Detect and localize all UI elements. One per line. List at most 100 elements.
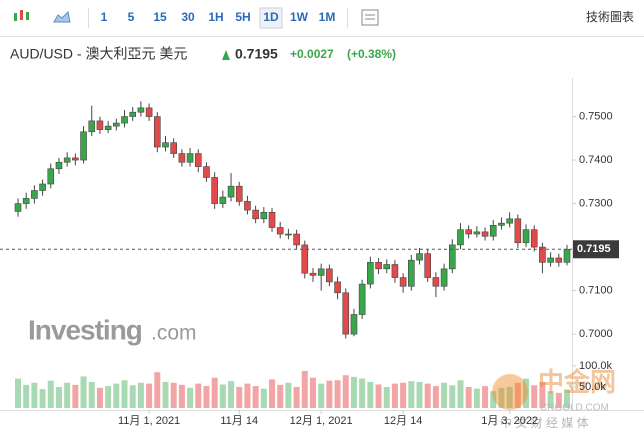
- volume-bar: [424, 383, 431, 408]
- candle-body: [555, 257, 563, 263]
- x-tick-label: 1月 3, 2022: [481, 415, 538, 427]
- candle-body: [391, 264, 399, 278]
- volume-bar: [195, 383, 202, 408]
- candle-body: [498, 222, 505, 226]
- candle-body: [252, 209, 259, 220]
- volume-bar: [154, 372, 161, 408]
- volume-bar: [236, 386, 243, 408]
- interval-button[interactable]: 1H: [208, 10, 223, 24]
- candle-body: [326, 268, 333, 283]
- interval-button[interactable]: 5H: [235, 10, 250, 24]
- cn-name: 中金网: [538, 367, 616, 397]
- candle-body: [408, 259, 415, 287]
- volume-bar: [318, 383, 325, 408]
- y-tick-label: 0.7000: [579, 328, 613, 340]
- candle-body: [170, 142, 177, 154]
- candle-body: [358, 283, 366, 315]
- volume-bar: [228, 381, 235, 408]
- volume-bar: [367, 381, 374, 408]
- logo-suffix: .com: [151, 322, 197, 345]
- volume-bar: [416, 381, 423, 408]
- volume-bar: [564, 389, 570, 408]
- volume-bar: [219, 384, 226, 408]
- volume-bar: [55, 386, 62, 408]
- y-tick-label: 0.7500: [579, 110, 613, 122]
- volume-bar: [391, 383, 398, 408]
- candle-body: [416, 253, 423, 261]
- volume-bar: [457, 380, 464, 408]
- candle-body: [440, 268, 448, 287]
- interval-button[interactable]: 15: [153, 10, 167, 24]
- candle-body: [342, 292, 350, 335]
- volume-bar: [383, 386, 390, 408]
- volume-bar: [350, 376, 357, 408]
- candle-body: [244, 201, 251, 211]
- candle-body: [96, 120, 104, 130]
- area-icon[interactable]: [53, 10, 71, 23]
- candle-body: [309, 272, 317, 276]
- volume-bar: [547, 391, 554, 408]
- interval-button[interactable]: 1: [101, 10, 108, 24]
- candle-body: [563, 248, 571, 263]
- volume-bar: [523, 378, 530, 408]
- x-tick-label: 12月 14: [384, 415, 423, 427]
- active-interval-box: [259, 7, 283, 29]
- y-tick-label: 0.7100: [579, 285, 613, 297]
- volume-bar: [408, 381, 415, 408]
- interval-button[interactable]: 1W: [290, 10, 309, 24]
- candle-body: [268, 211, 276, 228]
- volume-bar: [260, 388, 267, 408]
- interval-button[interactable]: 30: [181, 10, 195, 24]
- volume-bar: [113, 383, 120, 408]
- candle-body: [63, 157, 71, 163]
- candle-body: [432, 277, 440, 287]
- cn-site: CNGOLD.COM: [540, 403, 609, 414]
- cn-tagline: 中 文 财 经 媒 体: [500, 415, 589, 430]
- candle-body: [88, 120, 96, 133]
- volume-bar: [400, 382, 407, 408]
- candle-body: [211, 177, 218, 204]
- last-price-label: 0.7195: [577, 243, 611, 255]
- candle-body: [162, 142, 169, 148]
- volume-bar: [187, 387, 194, 408]
- candle-body: [129, 111, 137, 117]
- candle-body: [55, 161, 63, 170]
- candle-body: [260, 211, 268, 220]
- volume-bar: [23, 384, 30, 408]
- volume-bar: [506, 386, 513, 408]
- change-percent: (+0.38%): [347, 47, 396, 61]
- up-arrow: [222, 50, 230, 60]
- volume-bar: [465, 386, 472, 408]
- candle-body: [153, 116, 161, 148]
- candle-body: [194, 153, 202, 167]
- candle-body: [424, 253, 432, 278]
- volume-bar: [80, 376, 87, 408]
- volume-bar: [301, 370, 308, 408]
- plot: [14, 101, 571, 408]
- volume-bar: [47, 380, 54, 408]
- candle-body: [145, 107, 153, 117]
- candle-body: [522, 229, 530, 244]
- tech-charts-link[interactable]: 技術圖表: [586, 10, 634, 24]
- x-tick-label: 12月 1, 2021: [290, 415, 353, 427]
- candle-body: [375, 262, 382, 270]
- volume-bar: [441, 382, 448, 408]
- interval-button[interactable]: 1D: [263, 10, 279, 24]
- candle-body: [514, 218, 522, 244]
- volume-bar: [170, 382, 177, 408]
- candle-body: [219, 196, 227, 204]
- candle-body: [178, 153, 186, 163]
- table-icon[interactable]: [361, 9, 379, 26]
- interval-button[interactable]: 5: [128, 10, 135, 24]
- volume-bar: [432, 386, 439, 408]
- candle-body: [31, 190, 38, 199]
- interval-button[interactable]: 1M: [319, 10, 336, 24]
- candle-body: [47, 168, 55, 185]
- candle-body: [481, 231, 489, 237]
- volume-bar: [473, 388, 480, 408]
- candle-body: [317, 268, 325, 276]
- volume-bar: [162, 381, 169, 408]
- volume-bar: [359, 378, 366, 408]
- candle-icon[interactable]: [14, 10, 29, 21]
- x-tick-label: 11月 14: [220, 415, 258, 427]
